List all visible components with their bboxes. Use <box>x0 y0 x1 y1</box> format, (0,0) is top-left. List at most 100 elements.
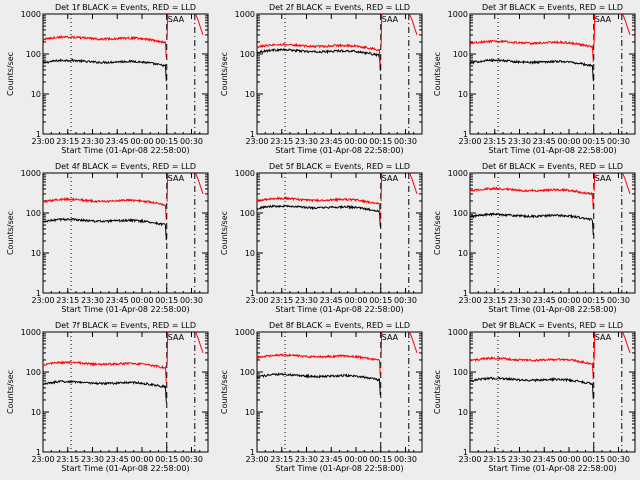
y-tick-label: 100 <box>26 50 41 59</box>
x-tick-label: 00:30 <box>607 455 630 464</box>
x-tick-label: 00:15 <box>369 137 392 146</box>
panel-title: Det 6f BLACK = Events, RED = LLD <box>482 162 623 171</box>
y-axis-label: Counts/sec <box>220 211 229 255</box>
series-events <box>256 48 381 71</box>
series-lld-tail <box>622 172 631 195</box>
y-tick-label: 1000 <box>235 169 255 178</box>
series-lld-spike <box>380 13 383 48</box>
series-events <box>42 380 167 403</box>
y-tick-label: 1000 <box>448 10 468 19</box>
y-tick-label: 100 <box>26 368 41 377</box>
x-tick-label: 23:15 <box>56 296 79 305</box>
y-tick-label: 100 <box>453 50 468 59</box>
y-tick-label: 1 <box>250 448 255 457</box>
series-events <box>256 204 381 227</box>
panel-title: Det 5f BLACK = Events, RED = LLD <box>269 162 410 171</box>
series-lld <box>469 186 594 210</box>
y-tick-label: 1 <box>36 130 41 139</box>
series-events <box>469 212 594 236</box>
y-tick-label: 100 <box>453 368 468 377</box>
series-lld <box>256 352 381 376</box>
x-tick-label: 23:45 <box>320 296 343 305</box>
saa-annotation: SAA <box>595 333 612 342</box>
x-tick-label: 23:15 <box>270 455 293 464</box>
x-tick-label: 00:00 <box>557 455 580 464</box>
series-lld-tail <box>409 13 418 36</box>
x-tick-label: 23:45 <box>106 296 129 305</box>
panel-title: Det 2f BLACK = Events, RED = LLD <box>269 3 410 12</box>
x-tick-label: 23:00 <box>458 296 481 305</box>
y-axis-label: Counts/sec <box>220 370 229 414</box>
series-events <box>256 372 381 396</box>
y-tick-label: 1 <box>463 130 468 139</box>
x-tick-label: 00:15 <box>155 137 178 146</box>
panel-det-1f: Det 1f BLACK = Events, RED = LLD 1 10 100 10… <box>6 3 209 155</box>
y-tick-label: 1 <box>36 289 41 298</box>
y-tick-label: 10 <box>245 408 255 417</box>
x-tick-label: 23:00 <box>458 137 481 146</box>
series-events <box>469 57 594 82</box>
series-lld-spike <box>380 172 383 202</box>
x-tick-label: 23:45 <box>533 455 556 464</box>
x-axis-label: Start Time (01-Apr-08 22:58:00) <box>275 464 403 473</box>
panel-det-4f: Det 4f BLACK = Events, RED = LLD 1 10 100 10… <box>6 162 209 314</box>
x-tick-label: 23:30 <box>81 455 104 464</box>
y-tick-label: 1000 <box>21 169 41 178</box>
x-axis-label: Start Time (01-Apr-08 22:58:00) <box>275 146 403 155</box>
series-lld-tail <box>195 172 204 195</box>
y-tick-label: 1000 <box>448 169 468 178</box>
x-axis-label: Start Time (01-Apr-08 22:58:00) <box>61 464 189 473</box>
x-tick-label: 00:00 <box>130 455 153 464</box>
y-tick-label: 100 <box>453 209 468 218</box>
panel-det-2f: Det 2f BLACK = Events, RED = LLD 1 10 100 10… <box>220 3 423 155</box>
series-events <box>469 376 594 400</box>
series-lld-tail <box>409 331 418 354</box>
x-tick-label: 00:15 <box>582 455 605 464</box>
x-tick-label: 23:30 <box>508 137 531 146</box>
series-lld-spike <box>593 172 596 192</box>
y-axis-label: Counts/sec <box>6 370 15 414</box>
series-lld <box>42 360 167 384</box>
series-lld-spike <box>593 13 596 44</box>
panel-title: Det 3f BLACK = Events, RED = LLD <box>482 3 623 12</box>
x-tick-label: 23:30 <box>508 455 531 464</box>
saa-annotation: SAA <box>595 174 612 183</box>
panel-title: Det 8f BLACK = Events, RED = LLD <box>269 321 410 330</box>
x-tick-label: 23:45 <box>106 137 129 146</box>
x-tick-label: 00:00 <box>557 296 580 305</box>
series-lld <box>469 39 594 63</box>
x-tick-label: 00:15 <box>582 137 605 146</box>
y-tick-label: 1 <box>250 130 255 139</box>
x-tick-label: 23:15 <box>483 296 506 305</box>
x-tick-label: 23:45 <box>533 137 556 146</box>
saa-annotation: SAA <box>595 15 612 24</box>
series-lld <box>469 355 594 380</box>
x-tick-label: 00:30 <box>394 296 417 305</box>
x-axis-label: Start Time (01-Apr-08 22:58:00) <box>61 305 189 314</box>
x-tick-label: 00:15 <box>155 455 178 464</box>
panel-det-3f: Det 3f BLACK = Events, RED = LLD 1 10 100 10… <box>433 3 636 155</box>
x-tick-label: 00:30 <box>607 296 630 305</box>
y-tick-label: 100 <box>240 368 255 377</box>
x-tick-label: 23:30 <box>295 296 318 305</box>
y-axis-label: Counts/sec <box>433 370 442 414</box>
y-tick-label: 10 <box>458 249 468 258</box>
series-lld <box>42 35 167 58</box>
x-tick-label: 23:15 <box>270 296 293 305</box>
x-tick-label: 00:15 <box>155 296 178 305</box>
series-lld-tail <box>195 13 204 36</box>
series-lld-tail <box>622 13 631 36</box>
x-axis-label: Start Time (01-Apr-08 22:58:00) <box>488 146 616 155</box>
y-tick-label: 10 <box>458 408 468 417</box>
x-tick-label: 00:00 <box>130 296 153 305</box>
x-tick-label: 23:30 <box>508 296 531 305</box>
x-tick-label: 23:00 <box>245 137 268 146</box>
series-lld-tail <box>409 172 418 195</box>
saa-annotation: SAA <box>382 333 399 342</box>
y-tick-label: 1000 <box>235 10 255 19</box>
y-tick-label: 1 <box>250 289 255 298</box>
x-tick-label: 23:45 <box>533 296 556 305</box>
y-tick-label: 100 <box>240 50 255 59</box>
x-tick-label: 23:00 <box>458 455 481 464</box>
y-tick-label: 1 <box>463 448 468 457</box>
